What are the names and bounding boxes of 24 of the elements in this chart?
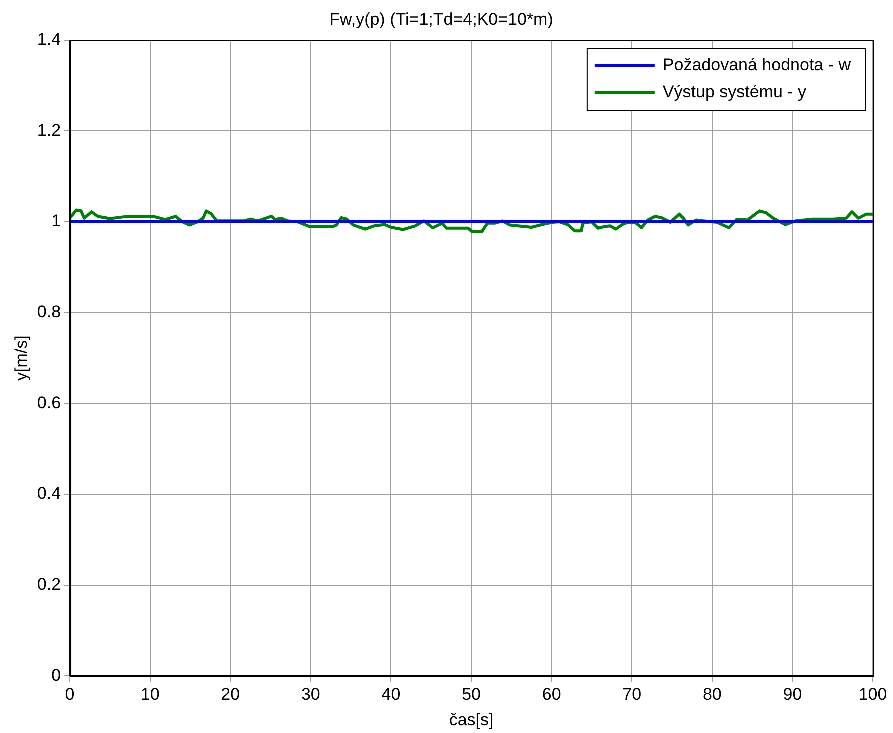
x-tick-label: 50 [462,685,481,704]
x-tick-label: 90 [783,685,802,704]
y-tick-label: 0 [52,666,62,685]
legend-label: Výstup systému - y [662,82,808,102]
y-tick-label: 1.4 [37,30,62,50]
legend-label: Požadovaná hodnota - w [662,56,852,75]
y-tick-label: 1.2 [37,120,62,140]
y-tick-label: 0.2 [37,575,62,594]
y-tick-label: 1 [52,212,62,231]
x-tick-label: 80 [702,685,722,704]
x-tick-label: 0 [65,685,75,704]
x-tick-label: 10 [140,685,160,704]
x-tick-label: 20 [221,685,240,704]
chart-title: Fw,y(p) (Ti=1;Td=4;K0=10*m) [330,10,554,29]
y-tick-label: 0.6 [37,393,62,412]
x-axis-title: čas[s] [449,710,494,730]
x-tick-label: 60 [542,685,562,704]
x-tick-label: 30 [301,685,320,704]
y-tick-label: 0.4 [37,484,62,504]
y-tick-label: 0.8 [37,302,62,322]
x-tick-label: 70 [622,685,642,704]
x-tick-label: 100 [858,685,888,704]
y-axis-title: y[m/s] [12,336,31,381]
x-tick-label: 40 [382,685,401,704]
